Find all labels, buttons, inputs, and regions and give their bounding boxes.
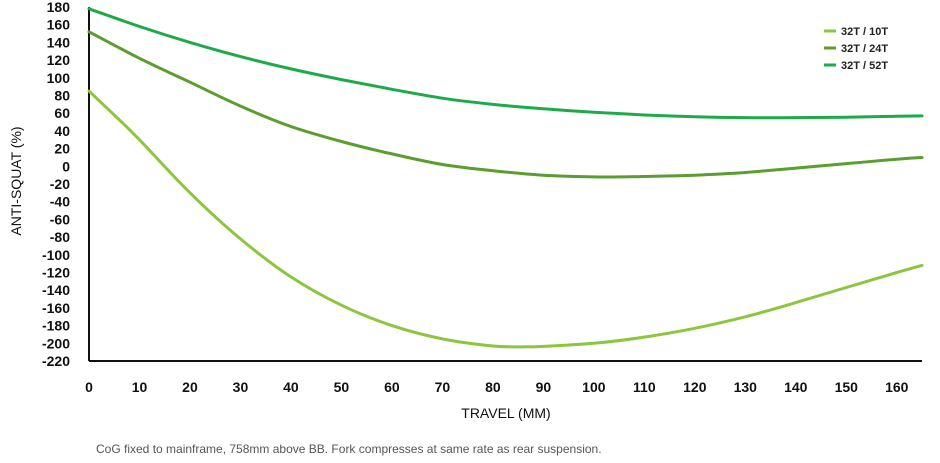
x-tick-label: 130 [734, 379, 758, 395]
y-tick-label: -60 [50, 211, 70, 227]
x-tick-label: 140 [784, 379, 808, 395]
footnote: CoG fixed to mainframe, 758mm above BB. … [96, 442, 602, 456]
series-lines [87, 7, 924, 349]
x-tick-label: 100 [582, 379, 606, 395]
x-tick-label: 20 [182, 379, 198, 395]
y-tick-label: -120 [42, 265, 70, 281]
y-tick-label: 180 [47, 0, 71, 15]
x-axis-ticks: 0 10 20 30 40 50 60 70 80 90 100 110 120 130 140 150 160 [85, 379, 909, 395]
y-tick-label: 80 [54, 88, 70, 104]
legend-label: 32T / 10T [841, 26, 888, 38]
y-tick-label: -160 [42, 300, 70, 316]
y-tick-label: -140 [42, 282, 70, 298]
x-tick-label: 150 [835, 379, 859, 395]
y-tick-label: -40 [50, 194, 70, 210]
x-tick-label: 50 [334, 379, 350, 395]
y-tick-label: -220 [42, 353, 70, 369]
legend-label: 32T / 52T [841, 60, 888, 72]
y-tick-label: 60 [54, 105, 70, 121]
y-tick-label: 140 [47, 34, 71, 50]
x-tick-label: 110 [633, 379, 656, 395]
x-tick-label: 30 [233, 379, 249, 395]
x-tick-label: 40 [283, 379, 299, 395]
y-tick-label: -200 [42, 335, 70, 351]
y-axis-title: ANTI-SQUAT (%) [8, 126, 24, 235]
x-tick-label: 10 [132, 379, 148, 395]
series-line-2 [87, 30, 924, 179]
y-tick-label: 0 [62, 158, 70, 174]
x-axis-title: TRAVEL (MM) [461, 405, 550, 421]
y-tick-label: 40 [54, 123, 70, 139]
x-tick-label: 120 [683, 379, 707, 395]
y-tick-label: -180 [42, 318, 70, 334]
series-line-3 [87, 7, 924, 120]
y-tick-label: -80 [50, 229, 70, 245]
legend-label: 32T / 24T [841, 43, 888, 55]
y-tick-label: 100 [47, 70, 71, 86]
x-tick-label: 60 [384, 379, 400, 395]
y-tick-label: -20 [50, 176, 70, 192]
x-tick-label: 70 [435, 379, 451, 395]
y-tick-label: 160 [47, 17, 71, 33]
y-tick-label: 20 [54, 141, 70, 157]
x-tick-label: 0 [85, 379, 93, 395]
series-line-1 [87, 89, 924, 349]
x-tick-label: 160 [885, 379, 909, 395]
y-tick-label: 120 [47, 52, 71, 68]
y-tick-label: -100 [42, 247, 70, 263]
legend: 32T / 10T 32T / 24T 32T / 52T [824, 26, 888, 72]
x-tick-label: 80 [485, 379, 501, 395]
x-tick-label: 90 [536, 379, 552, 395]
